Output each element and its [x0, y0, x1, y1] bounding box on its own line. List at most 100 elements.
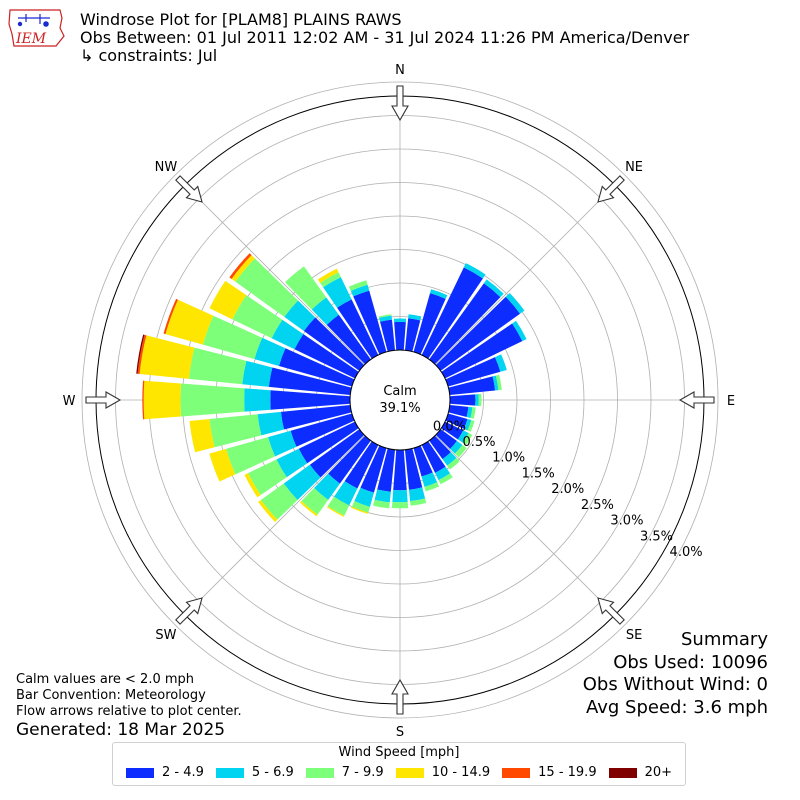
bar-segment-0-bin1 [393, 318, 407, 323]
bar-segment-290-bin4 [163, 298, 178, 335]
bar-segment-80-bin0 [448, 376, 496, 396]
bar-segment-250-bin3 [209, 448, 236, 482]
bar-segment-250-bin2 [226, 437, 276, 475]
legend-swatch [608, 767, 637, 778]
bar-segment-350-bin0 [380, 319, 396, 352]
direction-label-ne: NE [625, 160, 643, 175]
bar-segment-350-bin1 [379, 315, 392, 322]
summary-obs-without-wind: Obs Without Wind: 0 [582, 674, 768, 695]
bar-segment-290-bin2 [202, 315, 263, 360]
bar-segment-350-bin2 [378, 314, 392, 318]
direction-label-n: N [395, 63, 405, 78]
bar-segment-40-bin1 [483, 279, 504, 298]
bar-segment-160-bin0 [413, 445, 433, 477]
flow-arrow-icon [597, 175, 625, 203]
bar-segment-220-bin2 [301, 488, 329, 515]
radial-tick-label-6: 3.0% [610, 514, 643, 529]
direction-label-e: E [727, 394, 735, 409]
bar-segment-170-bin2 [410, 498, 427, 506]
bar-segment-210-bin3 [326, 506, 345, 517]
bar-segment-300-bin2 [232, 295, 283, 339]
bar-segment-30-bin1 [463, 263, 486, 279]
bar-segment-270-bin2 [180, 383, 245, 417]
bar-segment-120-bin2 [462, 433, 473, 446]
bar-segment-120-bin1 [457, 430, 469, 443]
chart-header: Windrose Plot for [PLAM8] PLAINS RAWS Ob… [80, 11, 689, 65]
radial-tick-label-2: 1.0% [492, 451, 525, 466]
bar-segment-280-bin0 [268, 367, 352, 396]
bar-segment-90-bin0 [449, 394, 476, 406]
bar-segment-220-bin0 [328, 435, 371, 484]
bar-convention: Bar Convention: Meteorology [16, 688, 206, 703]
legend-item: 2 - 4.9 [125, 765, 204, 780]
grid-spoke-225 [184, 435, 365, 616]
bar-segment-160-bin2 [424, 482, 440, 492]
bar-segment-270-bin1 [244, 388, 271, 412]
bar-segment-330-bin3 [317, 268, 339, 283]
radial-tick-label-5: 2.5% [581, 498, 614, 513]
bar-segment-30-bin0 [421, 267, 483, 359]
grid-spoke-315 [184, 184, 365, 365]
plot-notes: Calm values are < 2.0 mph Bar Convention… [16, 672, 242, 740]
bar-segment-90-bin1 [475, 394, 479, 406]
radial-tick-labels: 0.0%0.5%1.0%1.5%2.0%2.5%3.0%3.5%4.0% [433, 419, 703, 560]
bar-segment-70-bin0 [445, 357, 501, 387]
bar-segment-20-bin1 [430, 289, 448, 299]
calm-value: 39.1% [379, 401, 420, 416]
bar-segment-130-bin0 [435, 429, 457, 449]
bar-segment-280-bin1 [242, 360, 273, 387]
calm-definition: Calm values are < 2.0 mph [16, 672, 195, 687]
bar-segment-280-bin2 [188, 347, 247, 385]
chart-period: Obs Between: 01 Jul 2011 12:02 AM - 31 J… [80, 28, 690, 47]
bar-segment-100-bin1 [466, 406, 473, 418]
chart-constraints: ↳ constraints: Jul [80, 46, 218, 65]
bar-segment-240-bin1 [276, 448, 308, 478]
bar-segment-340-bin2 [348, 280, 368, 291]
radial-tick-label-8: 4.0% [670, 545, 703, 560]
bar-segment-200-bin3 [351, 506, 369, 514]
bar-segment-260-bin0 [280, 404, 352, 430]
bar-segment-70-bin1 [495, 354, 507, 372]
bar-segment-300-bin1 [271, 319, 304, 350]
bar-segment-230-bin2 [260, 483, 298, 520]
bar-segment-210-bin1 [334, 481, 358, 506]
bar-segment-230-bin3 [258, 499, 278, 522]
direction-label-nw: NW [155, 160, 178, 175]
grid-spoke-135 [435, 435, 616, 616]
bar-segment-10-bin1 [408, 314, 422, 321]
chart-title: Windrose Plot for [PLAM8] PLAINS RAWS [80, 10, 402, 29]
bar-segment-190-bin0 [377, 448, 396, 492]
legend-swatch [395, 767, 424, 778]
legend-label: 2 - 4.9 [161, 765, 204, 780]
radial-tick-label-7: 3.5% [640, 529, 673, 544]
bar-segment-20-bin0 [413, 293, 446, 355]
bar-segment-100-bin0 [448, 404, 469, 417]
bar-segment-150-bin2 [438, 473, 453, 485]
bar-segment-220-bin1 [314, 473, 340, 500]
bar-segment-260-bin3 [189, 419, 215, 453]
bar-segment-210-bin0 [344, 441, 379, 489]
bar-segment-240-bin3 [244, 473, 261, 498]
grid-ring-8 [81, 81, 719, 719]
bar-segment-80-bin1 [492, 375, 499, 391]
legend-swatch [502, 767, 531, 778]
bar-segment-80-bin2 [495, 374, 502, 391]
bar-segment-310-bin0 [303, 317, 365, 371]
bar-segment-250-bin0 [290, 413, 355, 447]
bar-segment-280-bin3 [139, 335, 195, 379]
direction-label-se: SE [626, 628, 642, 643]
bar-segment-50-bin0 [435, 296, 521, 371]
bar-segment-280-bin5 [136, 334, 145, 374]
bar-segment-140-bin0 [429, 435, 451, 460]
bar-segment-310-bin4 [229, 253, 252, 279]
bar-segment-120-bin0 [441, 421, 464, 440]
legend-label: 15 - 19.9 [538, 765, 597, 780]
bar-segment-100-bin2 [470, 407, 476, 419]
bar-segment-0-bin0 [394, 321, 406, 351]
radial-tick-label-4: 2.0% [551, 482, 584, 497]
bar-segment-240-bin0 [298, 421, 359, 464]
legend-swatch [125, 767, 154, 778]
summary-title: Summary [681, 629, 768, 650]
legend-item: 15 - 19.9 [502, 765, 597, 780]
